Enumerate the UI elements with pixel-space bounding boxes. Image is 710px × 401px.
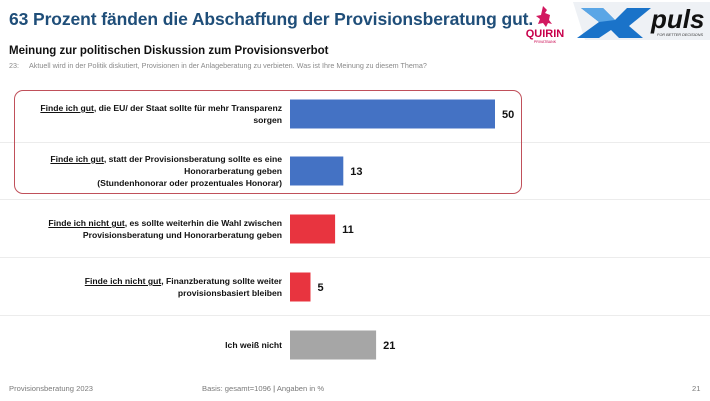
data-label-2: 11 xyxy=(342,224,354,236)
category-label-line: (Stundenhonorar oder prozentuales Honora… xyxy=(50,177,282,189)
bar-3 xyxy=(290,272,311,302)
question-text: 23: Aktuell wird in der Politik diskutier… xyxy=(9,61,427,70)
category-text: , Finanzberatung sollte weiter xyxy=(161,276,282,286)
category-label-line: Finde ich gut, statt der Provisionsberat… xyxy=(50,153,282,165)
xpuls-logo: puls FOR BETTER DECISIONS xyxy=(573,2,710,40)
category-text: Ich weiß nicht xyxy=(225,340,282,350)
footer-basis: Basis: gesamt=1096 | Angaben in % xyxy=(202,384,324,393)
quirin-horse-icon xyxy=(536,6,552,27)
category-label-1: Finde ich gut, statt der Provisionsberat… xyxy=(50,153,282,189)
category-text: , es sollte weiterhin die Wahl zwischen xyxy=(124,218,282,228)
footer-basis-text: Basis: gesamt=1096 xyxy=(202,384,272,393)
category-text: , statt der Provisionsberatung sollte es… xyxy=(103,154,282,164)
category-emphasis: Finde ich nicht gut xyxy=(84,276,162,286)
category-label-line: Ich weiß nicht xyxy=(225,339,282,351)
category-emphasis: Finde ich gut xyxy=(40,103,94,113)
bar-4 xyxy=(290,330,377,360)
category-label-line: Finde ich nicht gut, Finanzberatung soll… xyxy=(85,275,282,287)
category-label-line: Finde ich gut, die EU/ der Staat sollte … xyxy=(40,102,282,114)
category-text: Honorarberatung geben xyxy=(184,166,282,176)
logo-area: QUIRIN PRIVATBANK puls FOR BETTER DECISI… xyxy=(526,2,710,44)
bar-1 xyxy=(290,156,344,186)
question-number: 23: xyxy=(9,61,19,70)
bar-0 xyxy=(290,99,495,129)
quirin-logo: QUIRIN PRIVATBANK xyxy=(526,6,565,44)
category-emphasis: Finde ich nicht gut xyxy=(48,218,125,228)
page-title: 63 Prozent fänden die Abschaffung der Pr… xyxy=(9,9,534,29)
data-label-1: 13 xyxy=(350,166,362,178)
footer-divider: | xyxy=(273,384,276,393)
category-label-3: Finde ich nicht gut, Finanzberatung soll… xyxy=(85,275,282,299)
data-label-0: 50 xyxy=(502,109,514,121)
xpuls-x-highlight xyxy=(581,8,615,22)
category-emphasis: Finde ich gut xyxy=(50,154,104,164)
category-text: sorgen xyxy=(253,115,282,125)
row-divider xyxy=(0,257,710,258)
chart-subtitle: Meinung zur politischen Diskussion zum P… xyxy=(9,45,329,57)
xpuls-tagline: FOR BETTER DECISIONS xyxy=(657,33,703,37)
row-divider xyxy=(0,142,710,143)
category-text: Provisionsberatung und Honorarberatung g… xyxy=(82,230,282,240)
category-label-line: Provisionsberatung und Honorarberatung g… xyxy=(48,229,282,241)
question-body: Aktuell wird in der Politik diskutiert, … xyxy=(29,61,427,70)
row-divider xyxy=(0,315,710,316)
category-label-line: Honorarberatung geben xyxy=(50,165,282,177)
category-text: provisionsbasiert bleiben xyxy=(177,288,282,298)
category-label-4: Ich weiß nicht xyxy=(225,339,282,351)
data-label-3: 5 xyxy=(318,282,324,294)
category-text: , die EU/ der Staat sollte für mehr Tran… xyxy=(93,103,282,113)
category-label-line: Finde ich nicht gut, es sollte weiterhin… xyxy=(48,217,282,229)
quirin-wordmark: QUIRIN xyxy=(526,28,565,40)
quirin-sub: PRIVATBANK xyxy=(534,40,557,44)
category-label-0: Finde ich gut, die EU/ der Staat sollte … xyxy=(40,102,282,126)
footer-source: Provisionsberatung 2023 xyxy=(9,384,94,393)
highlight-box xyxy=(14,90,522,194)
category-label-line: sorgen xyxy=(40,114,282,126)
footer-unit-text: Angaben in % xyxy=(276,384,325,393)
category-text: (Stundenhonorar oder prozentuales Honora… xyxy=(97,178,282,188)
category-label-line: provisionsbasiert bleiben xyxy=(85,287,282,299)
bar-2 xyxy=(290,214,336,244)
data-label-4: 21 xyxy=(383,340,395,352)
category-label-2: Finde ich nicht gut, es sollte weiterhin… xyxy=(48,217,282,241)
page-number: 21 xyxy=(692,384,701,393)
xpuls-wordmark: puls xyxy=(650,4,704,34)
row-divider xyxy=(0,199,710,200)
